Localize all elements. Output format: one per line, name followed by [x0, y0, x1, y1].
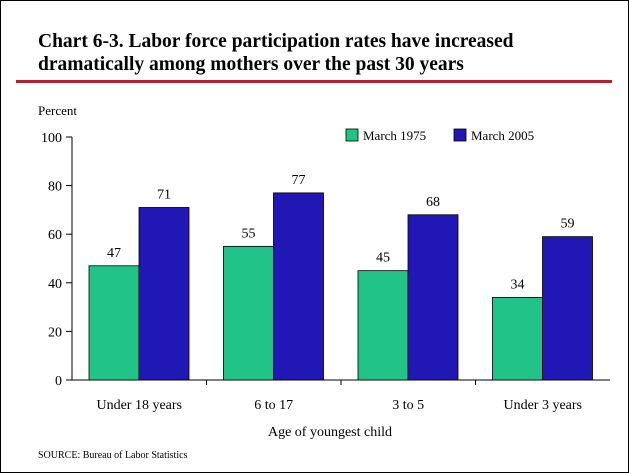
title-divider — [16, 80, 612, 83]
y-axis-label: Percent — [38, 103, 77, 118]
legend-label: March 1975 — [363, 128, 426, 143]
data-label: 55 — [242, 226, 256, 241]
legend-swatch — [345, 128, 359, 142]
data-label: 71 — [157, 187, 171, 202]
bars: 47 71 55 77 45 68 34 59 — [88, 173, 593, 381]
legend-swatch — [453, 128, 467, 142]
axes: 0 20 40 60 80 100 Under 18 years 6 to 17 3 to 5 U… — [41, 131, 610, 413]
y-tick-label: 60 — [48, 228, 62, 243]
bar — [223, 245, 274, 381]
x-tick-label: Under 18 years — [96, 398, 182, 413]
y-tick-label: 20 — [48, 325, 62, 340]
y-tick-label: 100 — [41, 131, 62, 146]
x-axis-label: Age of youngest child — [268, 425, 392, 440]
y-tick-label: 0 — [55, 374, 62, 389]
bar — [138, 207, 190, 381]
x-tick-label: 6 to 17 — [254, 398, 293, 413]
bar — [357, 270, 409, 381]
legend-label: March 2005 — [471, 128, 534, 143]
bar — [88, 265, 140, 381]
data-label: 45 — [376, 251, 390, 266]
data-label: 77 — [292, 173, 306, 188]
chart-title-line-2: dramatically among mothers over the past… — [38, 54, 464, 75]
chart-title: Chart 6-3. Labor force participation rat… — [38, 30, 613, 76]
x-tick-label: Under 3 years — [503, 398, 582, 413]
source-note: SOURCE: Bureau of Labor Statistics — [38, 450, 188, 461]
bar — [492, 296, 543, 381]
bar — [542, 236, 593, 381]
y-tick-label: 80 — [48, 180, 62, 195]
x-tick-label: 3 to 5 — [392, 398, 424, 413]
legend: March 1975 March 2005 — [345, 128, 534, 143]
bar — [273, 192, 324, 381]
bar — [407, 214, 459, 381]
y-tick-label: 40 — [48, 277, 62, 292]
data-label: 47 — [107, 246, 121, 261]
data-label: 59 — [561, 217, 575, 232]
chart-title-line-1: Chart 6-3. Labor force participation rat… — [38, 31, 514, 52]
data-label: 68 — [426, 195, 440, 210]
data-label: 34 — [511, 277, 525, 292]
